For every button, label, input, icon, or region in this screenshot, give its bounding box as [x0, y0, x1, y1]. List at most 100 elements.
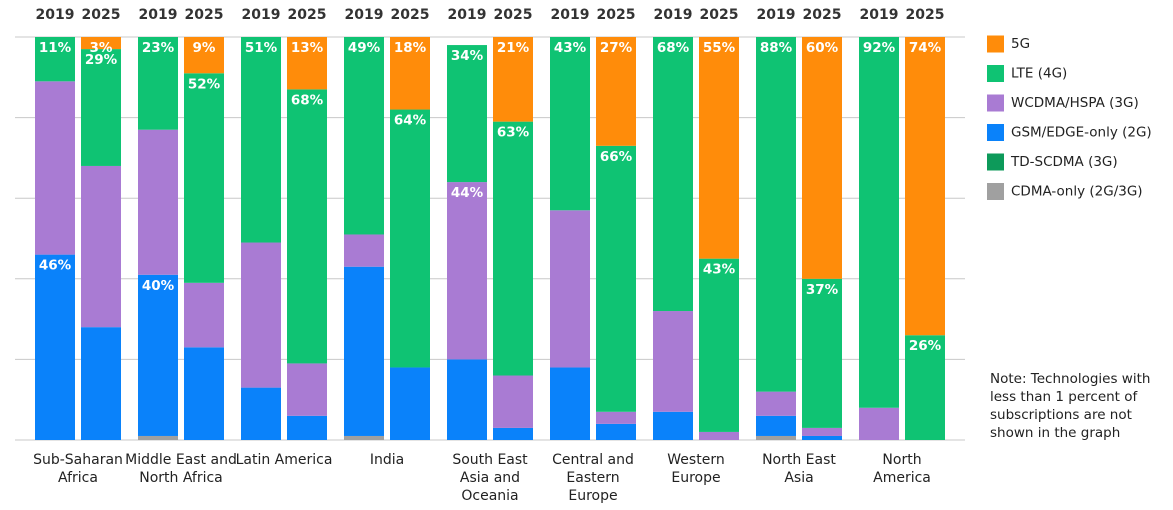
bar-segment: [653, 37, 693, 312]
bar-segment: [184, 37, 224, 74]
data-label: 11%: [39, 40, 72, 56]
group-label: Sub-Saharan Africa: [33, 452, 123, 486]
x-tick-label: 2025: [82, 7, 121, 23]
x-tick-label: 2025: [391, 7, 430, 23]
bar-segment: [699, 37, 739, 259]
legend-label: WCDMA/HSPA (3G): [1011, 95, 1139, 111]
group-label: India: [369, 452, 405, 468]
data-label: 29%: [85, 52, 118, 68]
data-label: 88%: [760, 40, 793, 56]
x-tick-label: 2025: [494, 7, 533, 23]
bar-segment: [241, 37, 281, 243]
x-tick-label: 2019: [242, 7, 281, 23]
legend-label: GSM/EDGE-only (2G): [1011, 125, 1152, 141]
legend-label: 5G: [1011, 36, 1030, 52]
bar-segment: [493, 37, 533, 122]
data-label: 52%: [188, 76, 221, 92]
data-label: 92%: [863, 40, 896, 56]
data-label: 60%: [806, 40, 839, 56]
bar-segment: [699, 258, 739, 432]
bar-segment: [184, 73, 224, 283]
data-label: 9%: [193, 40, 216, 56]
bar-segment: [81, 327, 121, 440]
group-label: North East Asia: [762, 452, 836, 486]
bar-segment: [493, 121, 533, 376]
data-label: 27%: [600, 40, 633, 56]
x-tick-label: 2025: [185, 7, 224, 23]
group-label: South East Asia and Oceania: [452, 452, 528, 504]
group-label: Middle East and North Africa: [125, 452, 237, 486]
bar-segment: [756, 391, 796, 416]
x-tick-label: 2019: [345, 7, 384, 23]
bar-segment: [756, 415, 796, 436]
bar-segment: [390, 109, 430, 368]
legend-swatch: [987, 94, 1004, 112]
data-label: 43%: [703, 262, 736, 278]
bar-segment: [802, 427, 842, 436]
data-label: 3%: [90, 40, 113, 56]
group-label: Latin America: [235, 452, 333, 468]
bar-segment: [184, 282, 224, 348]
data-label: 68%: [657, 40, 690, 56]
bar-segment: [81, 37, 121, 50]
legend-swatch: [987, 65, 1004, 82]
x-tick-label: 2019: [654, 7, 693, 23]
bar-segment: [756, 37, 796, 392]
legend-swatch: [987, 124, 1004, 141]
bar-segment: [802, 37, 842, 279]
note: Note: Technologies with less than 1 perc…: [990, 371, 1151, 441]
x-tick-label: 2025: [597, 7, 636, 23]
data-label: 51%: [245, 40, 278, 56]
data-label: 66%: [600, 149, 633, 165]
bar-segment: [859, 37, 899, 408]
bar-segment: [35, 37, 75, 82]
bar-segment: [653, 311, 693, 412]
bar-segment: [905, 37, 945, 336]
bar-segment: [653, 411, 693, 440]
bar-segment: [287, 89, 327, 364]
legend-swatch: [987, 153, 1004, 171]
data-label: 26%: [909, 338, 942, 354]
bar-segment: [35, 254, 75, 440]
x-tick-label: 2019: [860, 7, 899, 23]
group-label: Western Europe: [667, 452, 725, 486]
data-label: 37%: [806, 282, 839, 298]
bar-segment: [81, 165, 121, 328]
x-tick-label: 2019: [36, 7, 75, 23]
bar-segment: [344, 234, 384, 267]
x-tick-label: 2025: [288, 7, 327, 23]
legend-swatch: [987, 35, 1004, 53]
data-label: 23%: [142, 40, 175, 56]
x-tick-label: 2025: [700, 7, 739, 23]
data-label: 46%: [39, 258, 72, 274]
bar-segment: [287, 363, 327, 416]
bar-segment: [550, 367, 590, 440]
bar-segment: [447, 45, 487, 183]
bar-segment: [596, 37, 636, 146]
bar-segment: [390, 37, 430, 110]
legend-label: LTE (4G): [1011, 66, 1067, 82]
bar-segment: [802, 278, 842, 428]
bar-segment: [241, 242, 281, 388]
bar-segment: [81, 49, 121, 166]
bar-segment: [596, 411, 636, 424]
data-label: 43%: [554, 40, 587, 56]
x-tick-label: 2019: [757, 7, 796, 23]
data-label: 64%: [394, 113, 427, 129]
bar-segment: [241, 387, 281, 440]
data-label: 49%: [348, 40, 381, 56]
bar-segment: [756, 435, 796, 440]
legend-label: TD-SCDMA (3G): [1010, 154, 1118, 170]
legend-label: CDMA-only (2G/3G): [1011, 184, 1143, 200]
bar-segment: [287, 37, 327, 90]
bar-segment: [550, 37, 590, 211]
x-tick-label: 2019: [551, 7, 590, 23]
group-label: North America: [873, 452, 931, 486]
bar-segment: [859, 407, 899, 440]
data-label: 74%: [909, 40, 942, 56]
legend-swatch: [987, 183, 1004, 200]
data-label: 44%: [451, 185, 484, 201]
bar-segment: [493, 427, 533, 440]
